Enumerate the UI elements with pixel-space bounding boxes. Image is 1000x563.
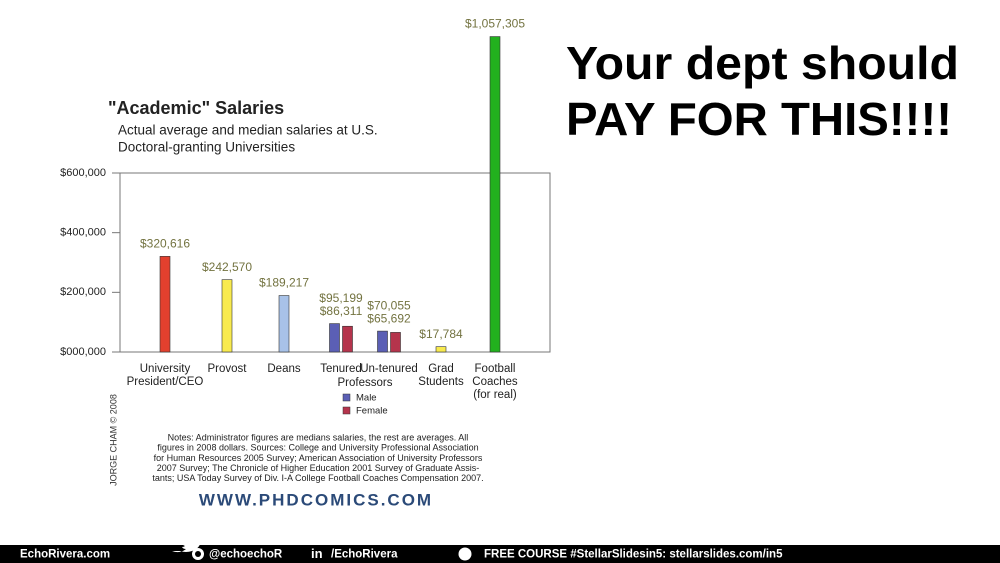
- value-label: $242,570: [202, 260, 252, 274]
- bar: [221, 279, 233, 353]
- value-label: $65,692: [367, 311, 411, 325]
- group-label: Professors: [337, 377, 393, 389]
- chart-subtitle: Actual average and median salaries at U.…: [118, 123, 378, 138]
- x-tick-label: Un-tenured: [360, 363, 418, 375]
- x-tick-label: Provost: [207, 363, 247, 375]
- bar: [377, 330, 388, 353]
- twitter-icon: [172, 536, 203, 553]
- website: WWW.PHDCOMICS.COM: [199, 490, 433, 509]
- footer-text: FREE COURSE #StellarSlidesin5: stellarsl…: [484, 549, 783, 561]
- value-label: $17,784: [419, 327, 463, 341]
- x-tick-label: Football Coaches (for real): [472, 363, 518, 401]
- x-tick-label: Grad Students: [418, 363, 464, 388]
- value-label: $1,057,305: [465, 17, 525, 31]
- value-label: $320,616: [140, 237, 190, 251]
- notes: 2007 Survey; The Chronicle of Higher Edu…: [157, 463, 480, 473]
- bar: [329, 323, 340, 353]
- notes: Notes: Administrator figures are medians…: [168, 432, 469, 442]
- notes: for Human Resources 2005 Survey; America…: [154, 453, 483, 463]
- y-tick-label: $000,000: [60, 346, 106, 358]
- headline: Your dept should: [566, 37, 959, 89]
- credit: JORGE CHAM © 2008: [108, 394, 118, 486]
- instagram-icon-inner: [195, 551, 201, 557]
- legend-swatch: [342, 393, 351, 402]
- footer-text: EchoRivera.com: [20, 549, 110, 561]
- bar: [342, 325, 353, 353]
- bar: [390, 332, 401, 353]
- x-tick-label: Tenured: [320, 363, 362, 375]
- x-tick-label: Deans: [267, 363, 301, 375]
- chart-subtitle: Doctoral-granting Universities: [118, 140, 295, 155]
- bar: [435, 346, 447, 353]
- notes: figures in 2008 dollars. Sources: Colleg…: [157, 443, 478, 453]
- value-label: $70,055: [367, 298, 411, 312]
- footer-text: @echoechoR: [209, 549, 283, 561]
- linkedin-icon: in: [311, 546, 323, 561]
- legend-label: Female: [356, 406, 388, 417]
- chart-title: "Academic" Salaries: [108, 98, 284, 118]
- y-tick-label: $400,000: [60, 227, 106, 239]
- y-tick-label: $200,000: [60, 286, 106, 298]
- x-tick-label: University President/CEO: [126, 363, 204, 388]
- legend-label: Male: [356, 393, 377, 404]
- bar: [489, 36, 501, 353]
- bar: [278, 295, 290, 353]
- value-label: $86,311: [320, 304, 363, 318]
- value-label: $95,199: [319, 291, 363, 305]
- y-tick-label: $600,000: [60, 167, 106, 179]
- legend-swatch: [342, 406, 351, 415]
- headline: PAY FOR THIS!!!!: [566, 93, 952, 145]
- footer-bar: [0, 545, 1000, 563]
- footer-text: /EchoRivera: [331, 549, 398, 561]
- notes: tants; USA Today Survey of Div. I-A Coll…: [152, 473, 483, 483]
- bar: [159, 256, 171, 353]
- value-label: $189,217: [259, 276, 309, 290]
- github-icon: [458, 547, 472, 561]
